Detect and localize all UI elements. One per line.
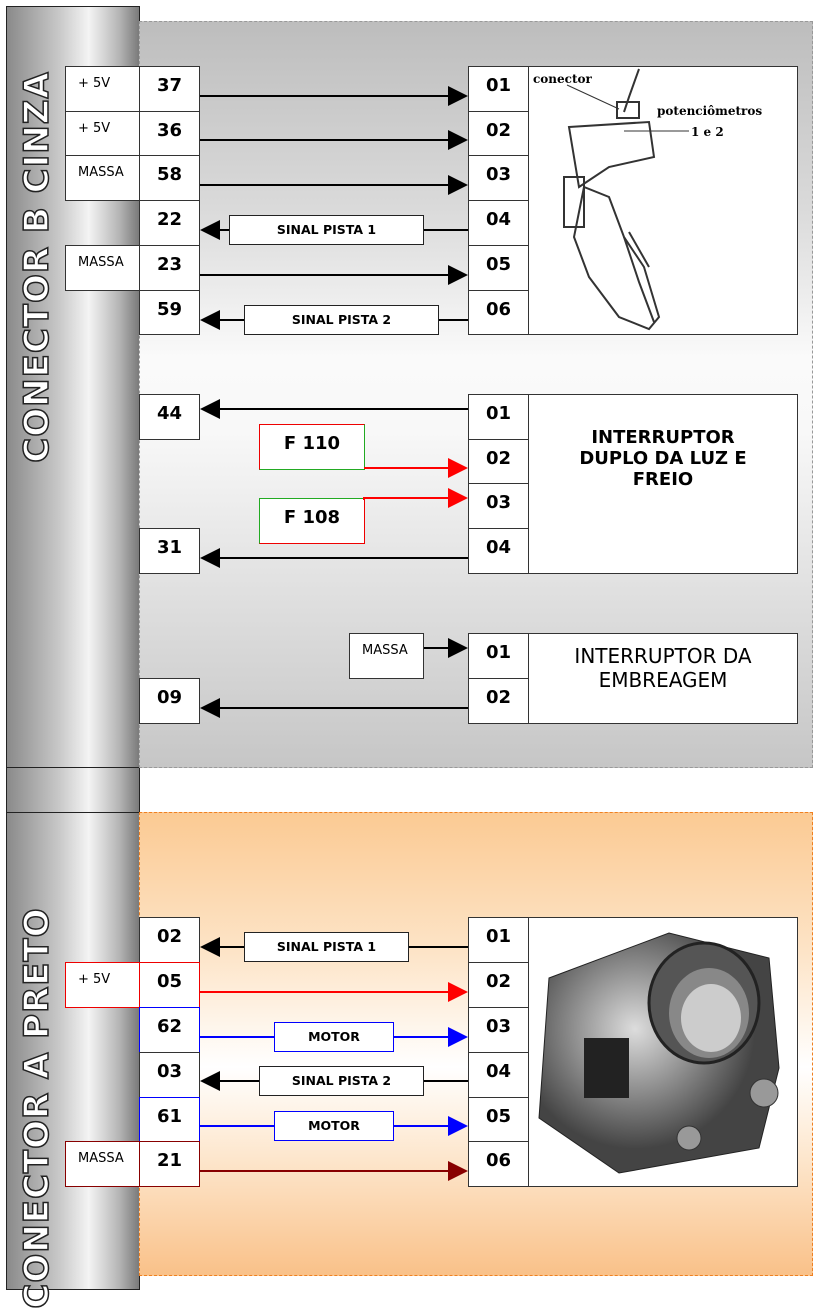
ecu-pin: 44 (139, 394, 200, 440)
connector-caption: conector (533, 72, 593, 86)
ecu-pin: 21 (139, 1141, 200, 1187)
side-label: MASSA (65, 245, 140, 291)
accelerator-pedal-illustration: conector potenciômetros 1 e 2 (533, 68, 762, 331)
signal-tag: SINAL PISTA 1 (229, 215, 424, 245)
device-pin: 06 (468, 1141, 529, 1187)
signal-tag: SINAL PISTA 2 (259, 1066, 424, 1096)
side-label: MASSA (65, 155, 140, 201)
side-label: + 5V (65, 66, 140, 112)
ecu-pin: 23 (139, 245, 200, 291)
motor-tag: MOTOR (274, 1111, 394, 1141)
connector-a-bar: CONECTOR A PRETO (6, 812, 140, 1309)
ecu-pin: 31 (139, 528, 200, 574)
device-pin: 03 (468, 1007, 529, 1053)
clutch-switch-name: INTERRUPTOR DA EMBREAGEM (528, 633, 798, 724)
side-label: + 5V (65, 962, 140, 1008)
potentiometer-number: 1 e 2 (691, 125, 724, 139)
side-label: MASSA (65, 1141, 140, 1187)
side-label: + 5V (65, 111, 140, 157)
fuse-f108: F 108 (259, 498, 365, 544)
ecu-pin: 22 (139, 200, 200, 246)
fuse-f110: F 110 (259, 424, 365, 470)
ecu-pin: 02 (139, 917, 200, 963)
ecu-pin: 58 (139, 155, 200, 201)
side-label: MASSA (349, 633, 424, 679)
ecu-pin: 61 (139, 1097, 200, 1143)
ecu-pin: 36 (139, 111, 200, 157)
brake-switch-name: INTERRUPTOR DUPLO DA LUZ E FREIO (528, 394, 798, 574)
device-pin: 01 (468, 633, 529, 679)
device-pin: 03 (468, 483, 529, 529)
potentiometer-caption: potenciômetros (657, 104, 762, 118)
device-pin: 03 (468, 155, 529, 201)
connector-bar-divider (6, 767, 140, 813)
signal-tag: SINAL PISTA 1 (244, 932, 409, 962)
device-pin: 04 (468, 1052, 529, 1098)
ecu-pin: 09 (139, 678, 200, 724)
motor-tag: MOTOR (274, 1022, 394, 1052)
throttle-body-image (528, 917, 798, 1187)
device-pin: 02 (468, 111, 529, 157)
device-pin: 02 (468, 962, 529, 1008)
device-pin: 06 (468, 290, 529, 335)
ecu-pin: 03 (139, 1052, 200, 1098)
signal-tag: SINAL PISTA 2 (244, 305, 439, 335)
ecu-pin: 59 (139, 290, 200, 335)
device-pin: 01 (468, 66, 529, 112)
pedal-image: conector potenciômetros 1 e 2 (528, 66, 798, 335)
ecu-pin: 05 (139, 962, 200, 1008)
throttle-body-illustration (538, 932, 780, 1174)
device-pin: 02 (468, 439, 529, 485)
wire-f108-03 (363, 488, 468, 508)
